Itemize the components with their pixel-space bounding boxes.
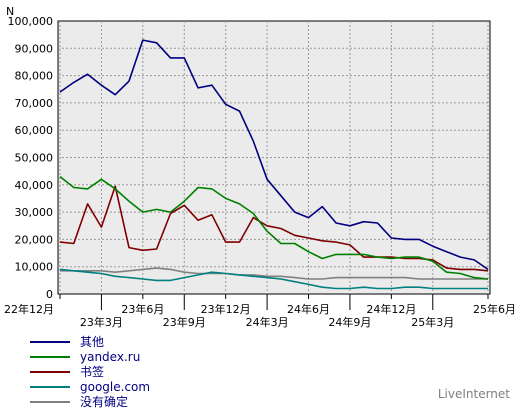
y-tick-label: 40,000 (15, 179, 54, 192)
legend-item: yandex.ru (30, 349, 150, 364)
y-tick-label: 70,000 (15, 97, 54, 110)
legend-label: 书签 (80, 364, 105, 379)
legend-item: 书签 (30, 364, 150, 379)
legend-swatch (30, 400, 70, 403)
series-line (60, 267, 488, 280)
x-tick-label: 23年9月 (163, 315, 206, 329)
legend-item: google.com (30, 379, 150, 394)
y-tick-label: 0 (46, 288, 53, 301)
series-line (59, 175, 489, 280)
x-tick-label: 23年3月 (80, 315, 123, 329)
x-tick-label: 25年6月 (473, 302, 516, 316)
x-tick-label: 25年3月 (411, 315, 454, 329)
x-tick-label: 23年12月 (201, 302, 251, 316)
legend-label: google.com (80, 379, 151, 394)
x-tick-label: 24年6月 (287, 302, 330, 316)
legend-swatch (30, 385, 70, 388)
x-tick-label: 22年12月 (4, 302, 54, 316)
legend-label: yandex.ru (80, 349, 141, 364)
legend-item: 没有确定 (30, 394, 150, 409)
x-tick-label: 24年12月 (366, 302, 416, 316)
y-tick-label: 80,000 (15, 70, 54, 83)
credit-text: LiveInternet (437, 387, 510, 401)
y-tick-label: 20,000 (15, 233, 54, 246)
x-tick-label: 24年3月 (246, 315, 289, 329)
legend-swatch (30, 340, 70, 343)
y-tick-label: 100,000 (8, 15, 54, 28)
y-tick-label: 30,000 (15, 206, 54, 219)
y-tick-label: 50,000 (15, 152, 54, 165)
legend-swatch (30, 355, 70, 358)
line-chart: 0 10,000 20,000 30,000 40,000 50,000 60,000 70,… (4, 5, 516, 329)
y-axis-label: N (6, 5, 14, 18)
legend-item: 其他 (30, 334, 150, 349)
series-line (59, 185, 489, 272)
legend-label: 没有确定 (80, 394, 129, 409)
y-tick-label: 90,000 (15, 42, 54, 55)
legend-label: 其他 (80, 334, 105, 349)
x-tick-label: 24年9月 (328, 315, 371, 329)
series-line (59, 268, 488, 290)
y-tick-label: 60,000 (15, 124, 54, 137)
series-line (59, 39, 489, 271)
legend-swatch (30, 370, 70, 373)
legend: 其他 yandex.ru 书签 google.com 没有确定 (30, 334, 150, 409)
x-tick-label: 23年6月 (121, 302, 164, 316)
y-tick-label: 10,000 (15, 261, 54, 274)
